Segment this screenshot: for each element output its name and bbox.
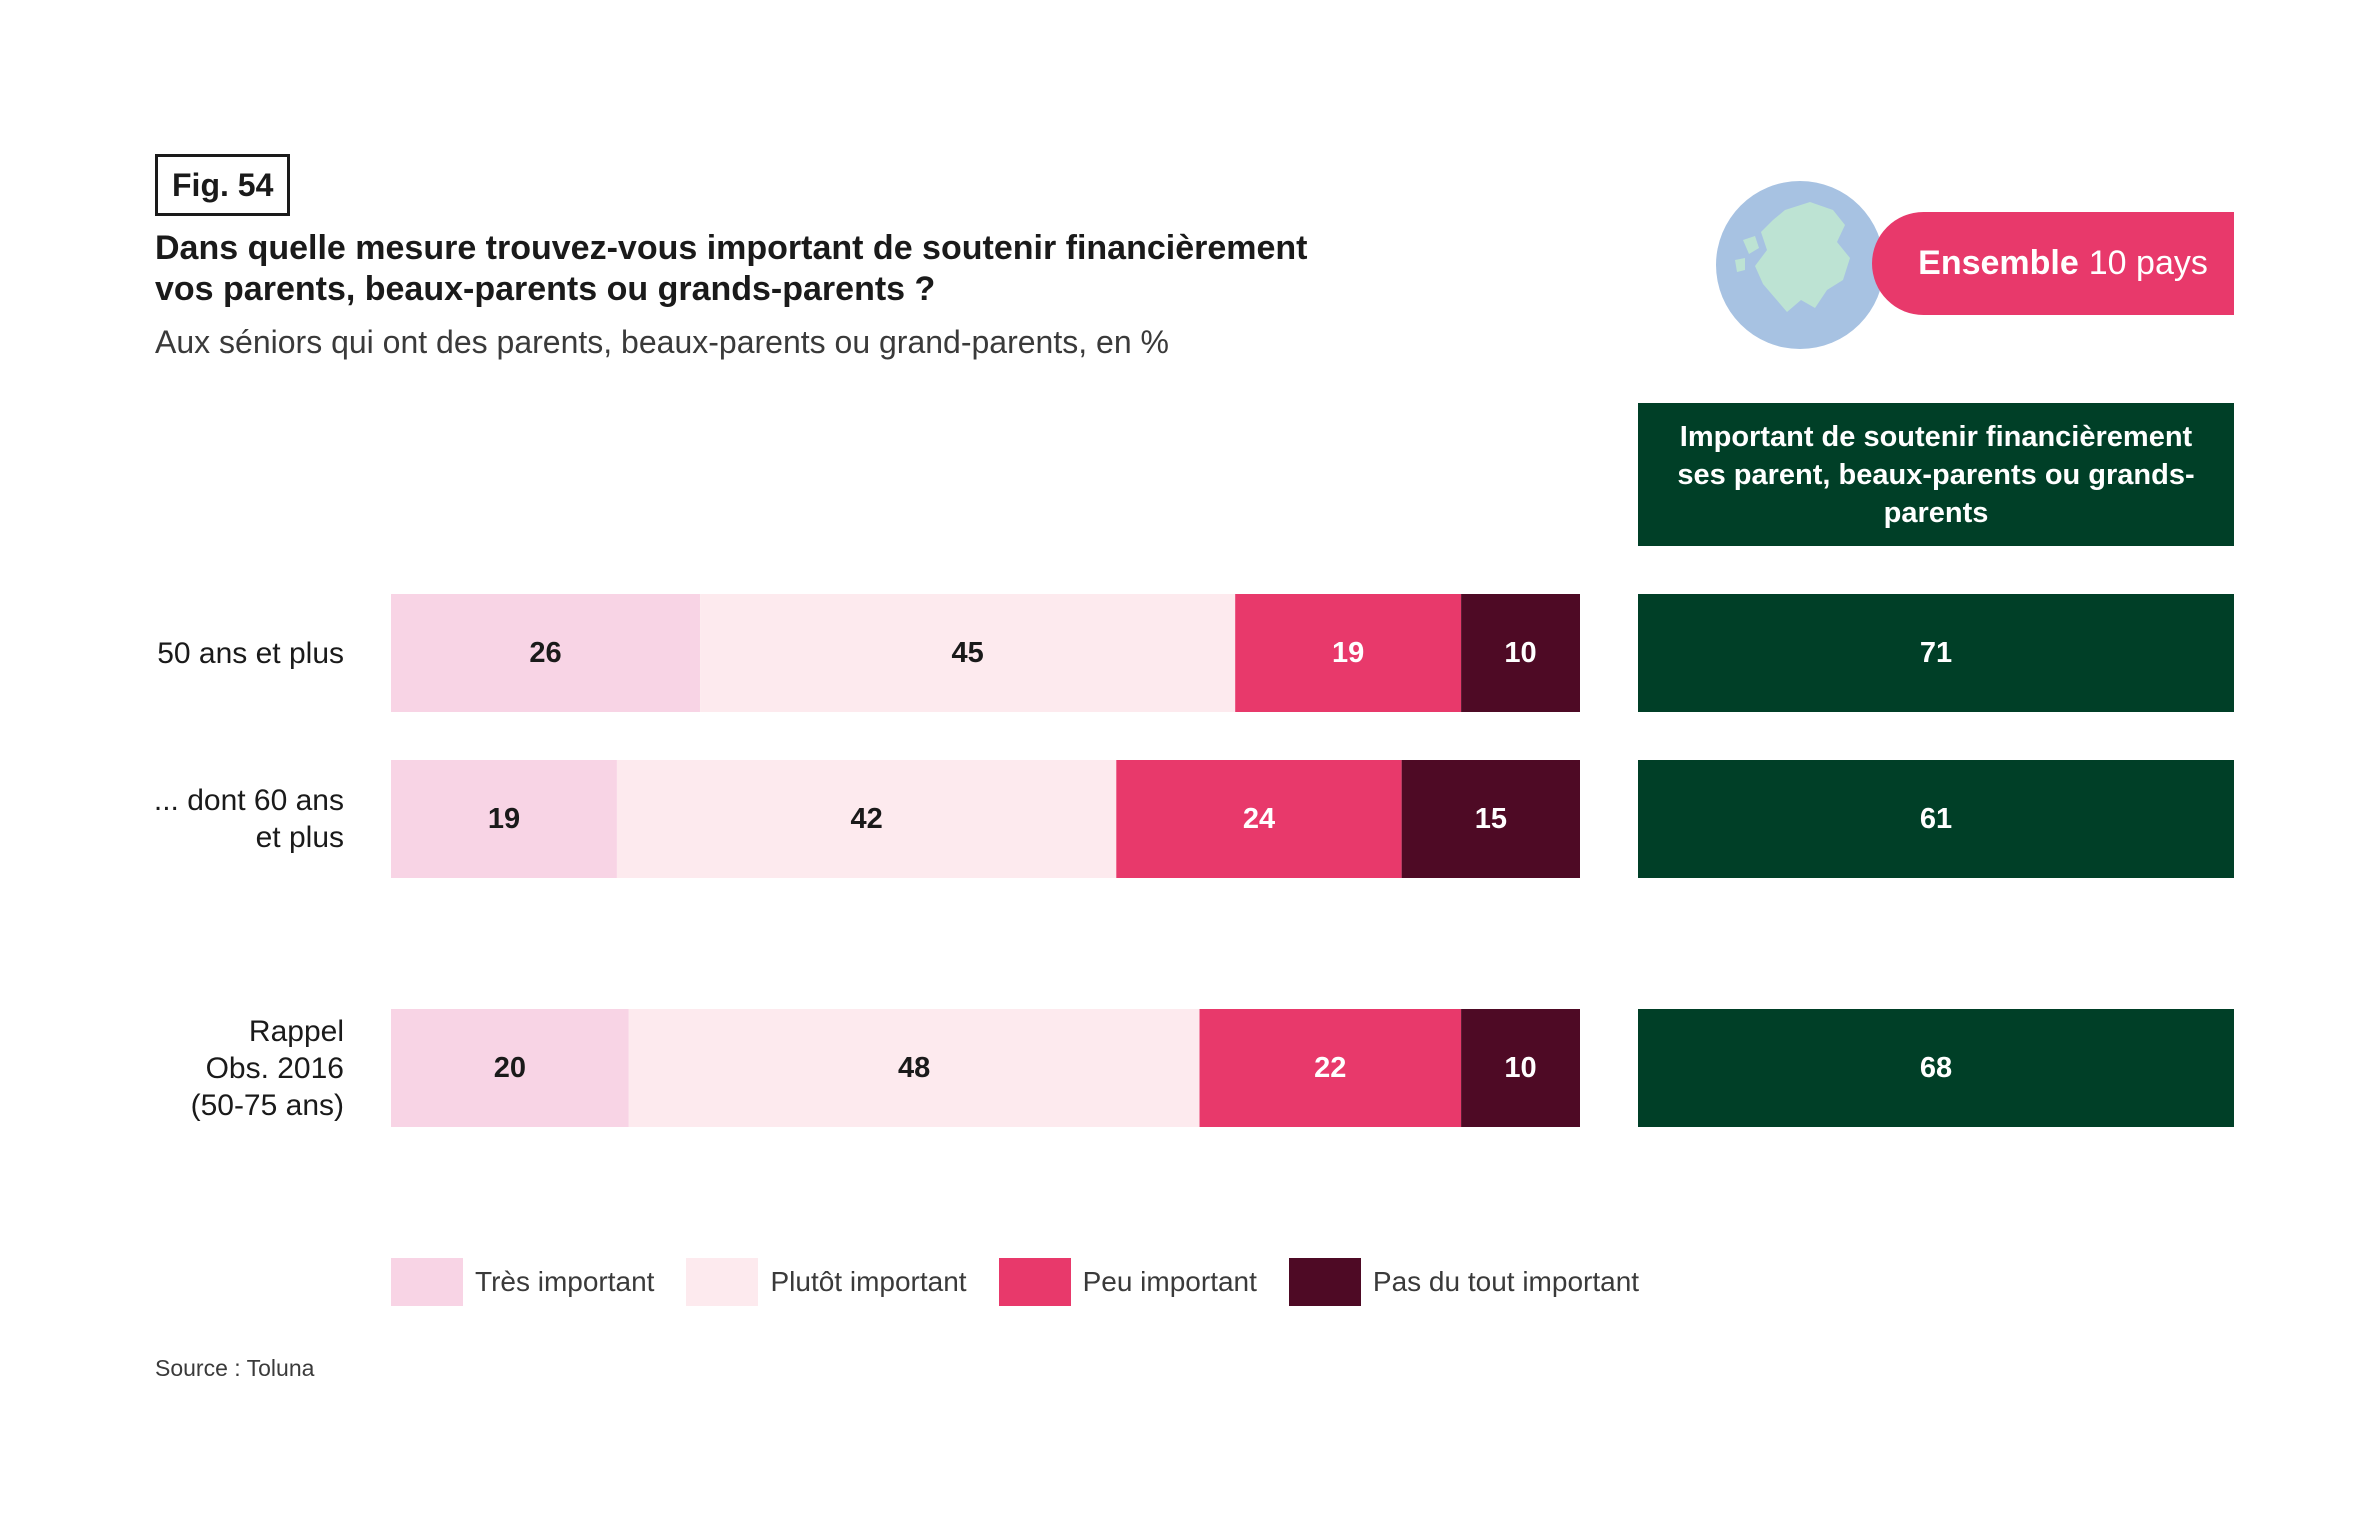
bar-value-label: 48 — [898, 1052, 930, 1084]
legend-swatch — [686, 1258, 759, 1306]
legend-label: Très important — [475, 1266, 655, 1297]
bar-segment — [628, 1009, 1200, 1127]
legend-item: Peu important — [998, 1258, 1257, 1306]
bar-segment — [1461, 594, 1580, 712]
legend-label: Peu important — [1082, 1266, 1257, 1297]
bar-segment — [700, 594, 1236, 712]
bar-segment — [1461, 1009, 1580, 1127]
bar-value-label: 10 — [1504, 1052, 1536, 1084]
side-value-bar — [1638, 594, 2234, 712]
legend-label: Plutôt important — [770, 1266, 967, 1297]
legend-item: Très important — [391, 1258, 654, 1306]
bar-value-label: 15 — [1475, 803, 1507, 835]
badge-rest-label: 10 pays — [2088, 244, 2208, 282]
legend-label: Pas du tout important — [1372, 1266, 1640, 1297]
badge-bold-label: Ensemble — [1918, 244, 2079, 282]
row-label: 50 ans et plus — [157, 636, 344, 670]
bar-value-label: 10 — [1504, 637, 1536, 669]
legend-swatch — [998, 1258, 1071, 1306]
bar-segment — [391, 760, 617, 878]
side-value-bar — [1638, 1009, 2234, 1127]
chart-subtitle: Aux séniors qui ont des parents, beaux-p… — [155, 324, 1169, 360]
source-note: Source : Toluna — [155, 1355, 315, 1381]
row-label: Rappel Obs. 2016 (50-75 ans) — [190, 1014, 344, 1122]
chart-title: Dans quelle mesure trouvez-vous importan… — [155, 229, 1308, 308]
bar-segment — [1116, 760, 1402, 878]
legend: Très important Plutôt important Peu import… — [391, 1258, 1671, 1306]
side-column-header: Important de soutenir financièrement ses… — [1638, 403, 2234, 546]
bar-value-label: 20 — [494, 1052, 526, 1084]
bar-value-label: 42 — [850, 803, 882, 835]
bar-segment — [1199, 1009, 1462, 1127]
bar-segment — [391, 1009, 629, 1127]
bar-value-label: 22 — [1314, 1052, 1346, 1084]
bar-segment — [1235, 594, 1462, 712]
europe-globe-icon — [1716, 181, 1884, 349]
side-value-label: 68 — [1920, 1052, 1952, 1084]
bar-value-label: 19 — [1332, 637, 1364, 669]
legend-item: Plutôt important — [686, 1258, 967, 1306]
bar-segment — [391, 594, 701, 712]
bar-value-label: 26 — [529, 637, 561, 669]
bar-value-label: 19 — [488, 803, 520, 835]
bar-value-label: 45 — [952, 637, 984, 669]
legend-item: Pas du tout important — [1288, 1258, 1640, 1306]
legend-swatch — [1288, 1258, 1361, 1306]
bar-value-label: 24 — [1243, 803, 1275, 835]
row-label: ... dont 60 ans et plus — [153, 784, 344, 854]
bar-segment — [616, 760, 1117, 878]
scope-badge: Ensemble 10 pays — [1872, 212, 2234, 315]
side-value-bar — [1638, 760, 2234, 878]
legend-swatch — [391, 1258, 463, 1306]
figure-label: Fig. 54 — [155, 154, 291, 216]
bar-segment — [1401, 760, 1580, 878]
side-value-label: 61 — [1920, 803, 1952, 835]
side-value-label: 71 — [1920, 637, 1952, 669]
